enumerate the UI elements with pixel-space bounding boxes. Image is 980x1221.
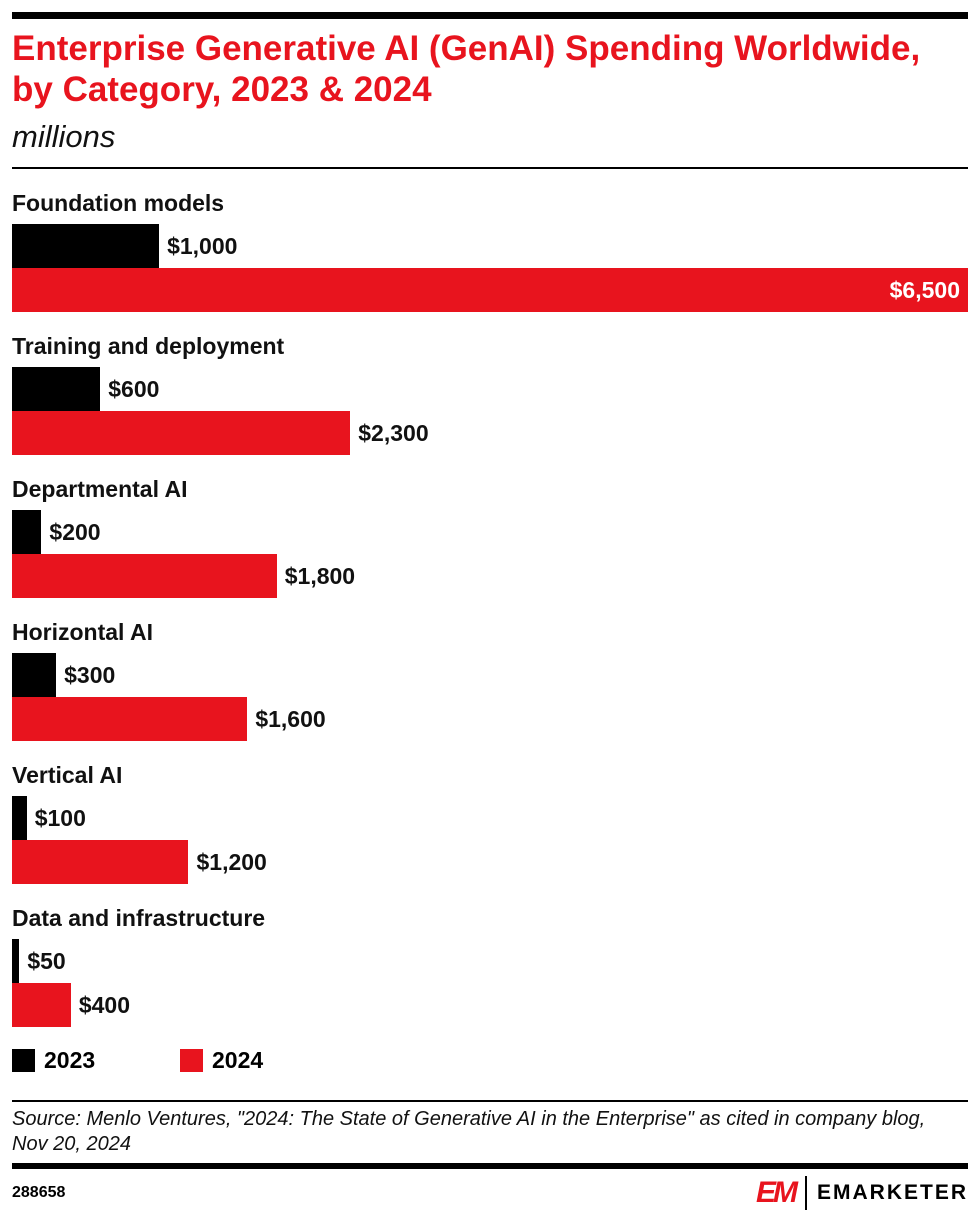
bar-2024: [12, 411, 351, 455]
bar-2023: [12, 367, 101, 411]
brand-name: EMARKETER: [816, 1181, 968, 1204]
data-label-2023: $600: [108, 376, 160, 402]
legend-2024: 2024: [180, 1047, 263, 1074]
bar-2024: [12, 697, 248, 741]
top-bar: [12, 12, 968, 19]
bar-2024: [12, 268, 968, 312]
data-label-2024: $1,200: [196, 849, 267, 875]
logo-separator: [804, 1176, 807, 1210]
em-logo-mark: EM: [755, 1176, 798, 1209]
data-label-2024: $400: [78, 992, 130, 1018]
legend-2023: 2023: [12, 1047, 95, 1074]
bar-2023: [12, 510, 42, 554]
chart-subtitle: millions: [12, 119, 116, 154]
source-note: Source: Menlo Ventures, "2024: The State…: [12, 1108, 926, 1155]
category-label: Vertical AI: [12, 762, 123, 788]
category-label: Training and deployment: [12, 333, 285, 359]
emarketer-logo: EM EMARKETER: [756, 1176, 968, 1210]
data-label-2023: $50: [27, 948, 66, 974]
chart-id: 288658: [12, 1184, 66, 1201]
chart-title: Enterprise Generative AI (GenAI) Spendin…: [12, 29, 921, 109]
data-label-2023: $1,000: [167, 233, 238, 259]
bar-2024: [12, 840, 189, 884]
footer-bar: [12, 1163, 968, 1169]
divider: [12, 1100, 968, 1102]
category-label: Foundation models: [12, 190, 225, 216]
legend-label-2023: 2023: [44, 1047, 96, 1073]
data-label-2024: $1,600: [255, 706, 326, 732]
bar-2024: [12, 983, 71, 1027]
legend-swatch-2024: [180, 1049, 203, 1072]
data-label-2024: $2,300: [358, 420, 429, 446]
legend-swatch-2023: [12, 1049, 35, 1072]
data-label-2023: $300: [64, 662, 116, 688]
category-label: Data and infrastructure: [12, 905, 266, 931]
category-label: Horizontal AI: [12, 619, 153, 645]
category-label: Departmental AI: [12, 476, 188, 502]
bar-2023: [12, 653, 57, 697]
bar-2023: [12, 796, 27, 840]
data-label-2023: $100: [34, 805, 86, 831]
bar-2023: [12, 224, 160, 268]
bar-2024: [12, 554, 277, 598]
divider: [12, 167, 968, 169]
data-label-2024: $6,500: [889, 277, 960, 303]
data-label-2023: $200: [49, 519, 101, 545]
bar-2023: [12, 939, 20, 983]
legend-label-2024: 2024: [212, 1047, 264, 1073]
data-label-2024: $1,800: [284, 563, 356, 589]
